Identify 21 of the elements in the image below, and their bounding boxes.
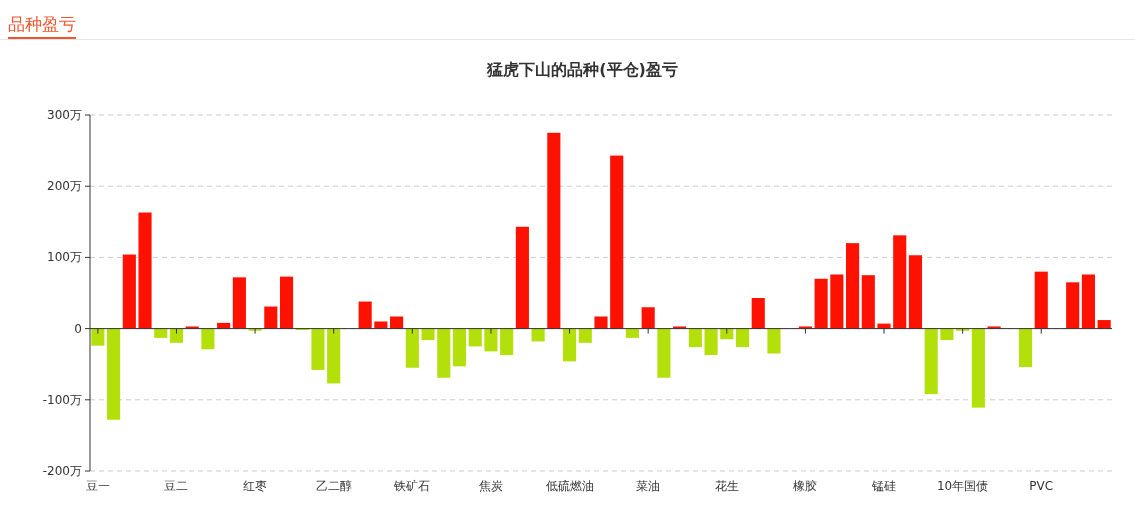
y-tick-label: -100万	[42, 392, 82, 407]
x-tick-label: 铁矿石	[393, 479, 431, 493]
x-tick-label: 红枣	[243, 479, 268, 493]
y-tick-label: 100万	[47, 250, 82, 265]
x-tick-label: 豆一	[85, 479, 110, 493]
x-tick-label: 乙二醇	[315, 479, 352, 493]
x-tick-label: 锰硅	[871, 479, 897, 493]
x-tick-label: 豆二	[164, 479, 189, 493]
x-tick-label: 花生	[714, 479, 739, 493]
y-tick-label: 300万	[47, 108, 82, 122]
x-tick-label: 菜油	[636, 479, 661, 493]
annotation: 品种盈亏	[8, 14, 76, 34]
y-tick-label: -200万	[42, 464, 82, 478]
chart-title: 猛虎下山的品种(平仓)盈亏	[486, 60, 678, 79]
x-tick-label: 橡胶	[793, 479, 818, 493]
x-tick-label: 焦炭	[478, 479, 503, 493]
x-tick-label: 低硫燃油	[545, 479, 594, 493]
x-tick-label: 10年国债	[936, 479, 989, 493]
x-tick-label: PVC	[1029, 479, 1054, 493]
y-tick-label: 200万	[47, 179, 82, 194]
y-tick-label: 0	[74, 321, 82, 336]
